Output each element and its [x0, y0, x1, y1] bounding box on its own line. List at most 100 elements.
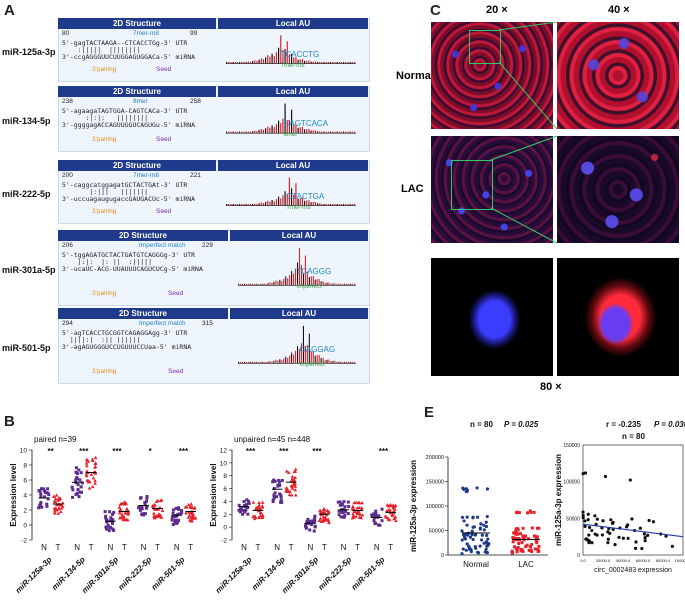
data-point — [123, 511, 127, 515]
au-bar — [310, 130, 312, 134]
data-point — [180, 511, 184, 515]
au-bar — [293, 273, 295, 286]
local-au-plot — [238, 325, 356, 364]
data-point — [533, 534, 537, 538]
data-point — [385, 515, 390, 520]
y-tick-label: 10 — [220, 460, 228, 467]
data-point — [530, 550, 534, 554]
annot-p: P = 0.025 — [504, 420, 539, 429]
data-point — [482, 541, 486, 545]
data-point — [111, 527, 115, 531]
data-point — [46, 491, 50, 495]
significance-stars: * — [149, 447, 153, 456]
data-point — [485, 533, 489, 537]
au-bar — [321, 204, 323, 206]
data-point — [173, 520, 177, 524]
au-bar — [252, 204, 254, 206]
site-type-au: Imperfect — [296, 284, 322, 291]
au-bar — [283, 278, 285, 286]
au-bar — [312, 130, 314, 134]
au-bar — [338, 283, 340, 286]
data-point — [376, 523, 380, 527]
structure-header: 2D Structure — [58, 18, 216, 29]
mag-80x: 80 × — [540, 381, 562, 393]
y-axis-label: miR-125a-3p expression — [554, 454, 563, 546]
data-point — [290, 476, 295, 481]
au-bar — [351, 62, 353, 64]
data-point — [109, 516, 113, 520]
micrograph-normal-20x — [431, 22, 553, 129]
au-bar — [338, 361, 340, 364]
data-point — [192, 506, 197, 510]
site-end: 315 — [202, 320, 213, 327]
au-bar — [262, 59, 265, 64]
data-point — [518, 532, 522, 536]
mirna-name: miR-501-5p — [2, 343, 51, 353]
significance-stars: *** — [179, 447, 189, 456]
data-point — [238, 510, 242, 514]
data-point — [93, 478, 97, 483]
data-point — [462, 519, 466, 523]
data-point — [336, 500, 340, 504]
data-point — [118, 502, 123, 506]
au-bar — [295, 350, 297, 364]
data-point — [87, 486, 92, 490]
data-point — [465, 523, 469, 527]
site-type: Imperfect match — [139, 242, 186, 249]
au-bar — [352, 361, 354, 364]
au-bar — [306, 345, 308, 364]
nt-label: T — [122, 543, 127, 552]
data-point — [473, 533, 478, 537]
data-point — [322, 506, 326, 511]
data-point — [581, 513, 585, 518]
data-point — [586, 518, 590, 522]
three-prime-pairing: 3'pairing — [92, 136, 117, 143]
data-point — [171, 508, 175, 512]
au-bar — [267, 361, 269, 364]
data-point — [71, 495, 75, 499]
micrograph-cell-dapi — [431, 258, 553, 376]
data-point — [327, 509, 331, 514]
au-bar — [300, 343, 303, 364]
au-bar — [312, 202, 314, 206]
data-point — [583, 519, 587, 523]
au-bar — [275, 52, 278, 64]
data-point — [530, 526, 534, 530]
data-point — [122, 517, 127, 521]
data-point — [359, 505, 364, 510]
y-tick-label: 10 — [20, 448, 28, 455]
au-bar — [243, 361, 245, 364]
data-point — [480, 538, 484, 542]
data-point — [510, 551, 514, 555]
data-point — [41, 487, 45, 491]
data-point — [513, 536, 517, 540]
x-tick-label: 100000.0 — [675, 558, 685, 563]
nt-label: N — [74, 543, 80, 552]
au-bar — [322, 281, 324, 286]
au-bar — [273, 281, 275, 286]
data-point — [118, 516, 122, 520]
data-point — [484, 524, 489, 529]
data-point — [465, 542, 469, 546]
data-point — [80, 481, 84, 485]
data-point — [534, 539, 538, 543]
nt-label: T — [55, 543, 60, 552]
x-tick-label: 20000.0 — [596, 558, 611, 563]
data-point — [350, 507, 355, 511]
data-point — [372, 518, 376, 522]
au-bar — [330, 62, 332, 64]
data-point — [138, 508, 142, 512]
au-bar — [275, 124, 278, 134]
au-bar — [269, 127, 271, 134]
data-point — [318, 516, 323, 520]
data-point — [346, 512, 350, 516]
data-point — [189, 502, 194, 506]
nt-label: T — [322, 543, 327, 552]
data-point — [271, 498, 275, 502]
au-bar — [282, 118, 284, 134]
data-point — [484, 540, 489, 544]
au-bar — [301, 59, 304, 64]
au-bar — [330, 131, 332, 134]
x-tick-label: 0.0 — [580, 558, 586, 563]
au-bar — [348, 283, 350, 286]
